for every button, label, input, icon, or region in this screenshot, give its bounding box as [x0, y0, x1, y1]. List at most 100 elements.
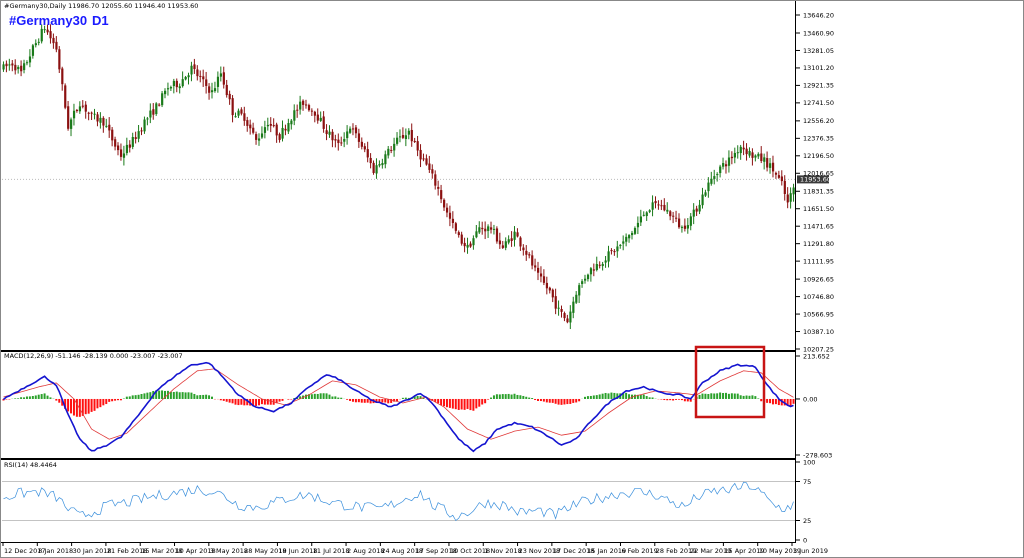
candle-body — [366, 149, 369, 158]
candle-body — [636, 222, 640, 228]
candle-body — [534, 265, 537, 268]
candle-body — [572, 301, 575, 313]
price-tick-label: 11471.65 — [803, 222, 834, 230]
candle-body — [487, 226, 490, 231]
candle-body — [343, 138, 346, 142]
candle-body — [592, 269, 596, 271]
price-panel-frame — [0, 0, 796, 351]
macd-tick-label: 213.652 — [803, 352, 830, 360]
candle-body — [581, 281, 584, 285]
candle-body — [354, 127, 358, 134]
highlight-box — [694, 345, 766, 419]
candle-body — [75, 110, 79, 112]
candle-body — [322, 116, 325, 129]
candle-body — [164, 90, 167, 95]
candle-body — [269, 123, 272, 126]
candle-body — [340, 142, 343, 144]
candle-body — [490, 227, 493, 230]
time-tick-label: 17 Dec 2018 — [553, 547, 595, 555]
candle-body — [284, 128, 287, 131]
candles — [2, 24, 795, 330]
candle-body — [537, 267, 540, 273]
candle-body — [554, 296, 557, 309]
candle-body — [304, 104, 308, 106]
candle-body — [11, 63, 14, 66]
price-tick-label: 12196.50 — [803, 152, 834, 160]
candle-body — [20, 65, 23, 72]
candle-body — [428, 163, 431, 170]
candle-body — [137, 131, 140, 139]
candle-body — [199, 75, 202, 78]
candle-body — [431, 169, 434, 174]
candle-body — [413, 140, 416, 142]
candle-body — [252, 127, 255, 133]
candle-body — [310, 110, 314, 112]
candle-body — [663, 204, 666, 211]
candle-body — [225, 84, 228, 96]
candle-body — [560, 308, 563, 312]
candle-body — [381, 163, 384, 166]
candle-body — [448, 212, 452, 219]
candle-body — [786, 194, 789, 203]
candle-body — [548, 287, 551, 291]
candle-body — [61, 68, 64, 85]
candle-body — [337, 139, 340, 144]
candle-body — [255, 134, 258, 140]
candle-body — [566, 318, 569, 323]
candle-body — [625, 236, 628, 242]
candle-body — [143, 119, 146, 132]
candle-body — [425, 158, 428, 165]
candle-body — [398, 136, 402, 138]
candle-body — [469, 243, 472, 247]
candle-body — [730, 156, 734, 159]
candle-body — [319, 117, 322, 121]
candle-body — [630, 232, 634, 236]
candle-body — [181, 79, 184, 87]
candle-body — [175, 80, 178, 88]
price-tick-label: 10566.95 — [803, 310, 834, 318]
candle-body — [492, 228, 496, 230]
candle-body — [689, 216, 692, 226]
price-tick-label: 13646.20 — [803, 11, 834, 19]
candle-body — [52, 37, 55, 44]
time-tick-label: 11 Jul 2018 — [313, 547, 350, 555]
candle-body — [404, 135, 408, 140]
candle-body — [616, 246, 619, 252]
candle-body — [481, 227, 484, 230]
candle-body — [257, 138, 261, 141]
time-tick-label: 8 Jan 2018 — [38, 547, 73, 555]
candle-body — [78, 106, 82, 112]
candle-body — [17, 66, 20, 70]
candle-body — [263, 127, 267, 133]
candle-body — [349, 128, 352, 133]
candle-body — [108, 124, 111, 131]
candle-body — [384, 154, 387, 165]
candle-body — [724, 164, 728, 167]
candle-body — [484, 228, 487, 232]
candle-body — [134, 137, 137, 139]
candle-body — [513, 231, 516, 240]
candle-body — [360, 141, 363, 147]
candle-body — [698, 204, 701, 212]
candle-body — [745, 148, 748, 155]
candle-body — [316, 114, 319, 121]
candle-body — [598, 264, 601, 266]
candle-body — [739, 146, 742, 154]
candle-body — [161, 93, 164, 106]
candle-body — [37, 41, 40, 43]
candle-body — [445, 207, 449, 213]
candle-body — [346, 131, 349, 139]
price-tick-label: 13101.20 — [803, 64, 834, 72]
candle-body — [14, 64, 17, 71]
candle-body — [677, 218, 681, 228]
price-tick-label: 13460.90 — [803, 29, 834, 37]
candle-body — [760, 153, 763, 162]
candle-body — [434, 174, 437, 186]
candle-body — [422, 158, 425, 160]
candle-body — [202, 76, 205, 80]
candle-body — [231, 98, 234, 116]
candle-body — [660, 205, 663, 207]
candle-body — [771, 162, 775, 172]
